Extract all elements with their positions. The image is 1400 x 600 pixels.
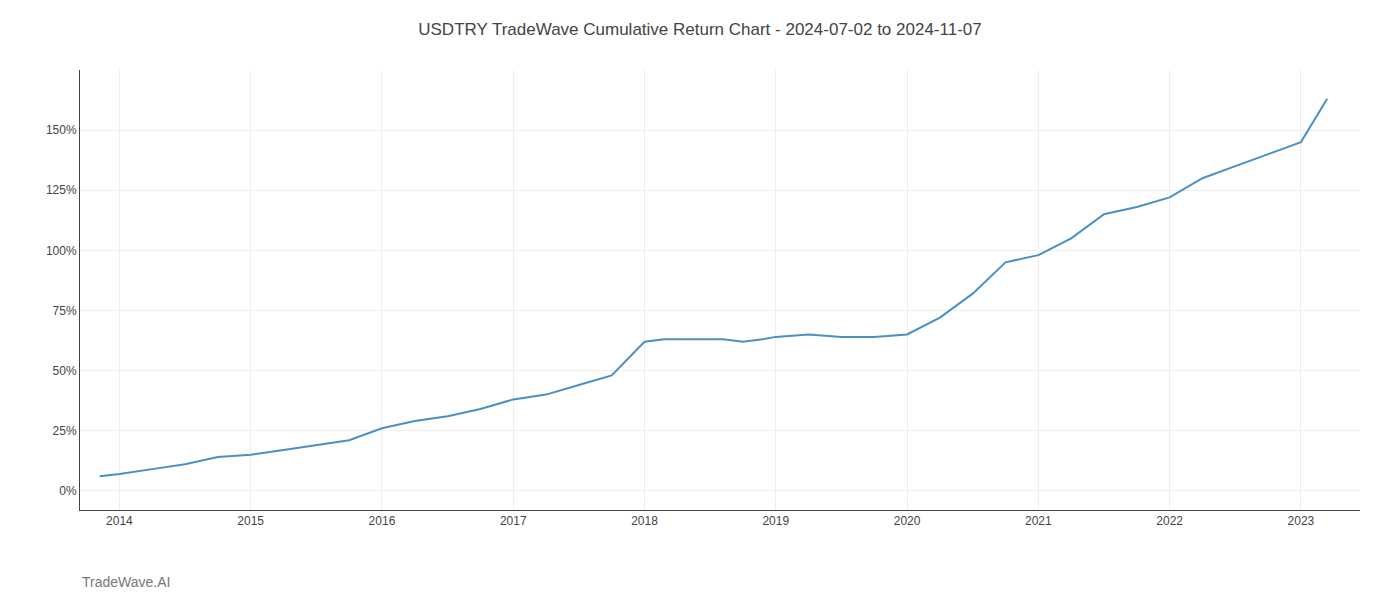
svg-text:2015: 2015 (237, 514, 264, 528)
svg-text:2020: 2020 (894, 514, 921, 528)
svg-text:TradeWave.AI: TradeWave.AI (82, 574, 170, 590)
svg-text:150%: 150% (46, 123, 77, 137)
svg-text:125%: 125% (46, 183, 77, 197)
svg-text:50%: 50% (53, 364, 77, 378)
svg-text:2016: 2016 (369, 514, 396, 528)
svg-text:100%: 100% (46, 244, 77, 258)
svg-text:2014: 2014 (106, 514, 133, 528)
svg-text:2019: 2019 (762, 514, 789, 528)
svg-text:2017: 2017 (500, 514, 527, 528)
svg-text:0%: 0% (59, 484, 77, 498)
svg-text:2021: 2021 (1025, 514, 1052, 528)
svg-text:75%: 75% (53, 304, 77, 318)
svg-text:2022: 2022 (1156, 514, 1183, 528)
svg-text:USDTRY TradeWave Cumulative Re: USDTRY TradeWave Cumulative Return Chart… (418, 20, 981, 39)
svg-text:2023: 2023 (1288, 514, 1315, 528)
svg-text:2018: 2018 (631, 514, 658, 528)
svg-text:25%: 25% (53, 424, 77, 438)
